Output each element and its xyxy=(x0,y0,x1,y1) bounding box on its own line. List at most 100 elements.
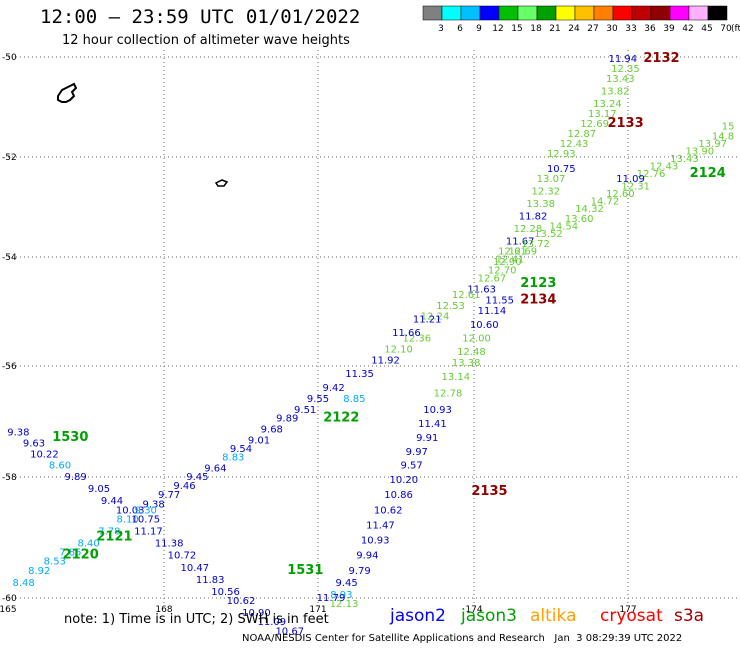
swh-value: 11.55 xyxy=(485,295,514,306)
legend-jason3: jason3 xyxy=(461,606,517,626)
swh-value: 12.93 xyxy=(547,149,576,160)
swh-value: 13.60 xyxy=(565,214,594,225)
legend-swatch xyxy=(498,5,519,21)
swh-value: 11.83 xyxy=(196,575,225,586)
lat-axis-label: -52 xyxy=(2,153,17,163)
legend-label: 33 xyxy=(625,24,636,34)
swh-value: 15 xyxy=(722,122,735,133)
swh-value: 9.55 xyxy=(307,394,329,405)
swh-value: 12.78 xyxy=(434,389,463,400)
legend-swatch xyxy=(669,5,690,21)
lon-axis-label: 171 xyxy=(309,605,326,615)
swh-value: 11.35 xyxy=(345,369,374,380)
legend-altika: altika xyxy=(530,606,577,626)
swh-value: 7.85 xyxy=(59,548,81,559)
lat-axis-label: -56 xyxy=(2,362,17,372)
credits-text: NOAA/NESDIS Center for Satellite Applica… xyxy=(242,633,683,644)
legend-jason2: jason2 xyxy=(390,606,446,626)
lat-axis-label: -58 xyxy=(2,473,17,483)
swh-value: 13.38 xyxy=(452,358,481,369)
lon-axis-label: 174 xyxy=(465,605,482,615)
swh-value: 9.64 xyxy=(204,463,226,474)
swh-value: 11.47 xyxy=(366,520,395,531)
swh-value: 12.67 xyxy=(478,274,507,285)
swh-value: 11.14 xyxy=(478,306,507,317)
swh-values: 11.9412.3513.4313.8213.2413.1712.6912.87… xyxy=(7,54,734,637)
swh-value: 9.57 xyxy=(400,461,422,472)
swh-value: 14.32 xyxy=(575,204,604,215)
track-label: 1531 xyxy=(287,563,323,578)
islands xyxy=(57,82,229,187)
legend-label: 24 xyxy=(568,24,580,34)
swh-value: 12.31 xyxy=(621,182,650,193)
swh-value: 9.30 xyxy=(135,505,157,516)
swh-value: 10.86 xyxy=(384,490,413,501)
swh-value: 9.38 xyxy=(7,427,29,438)
swh-value: 13.43 xyxy=(606,74,635,85)
swh-value: 9.05 xyxy=(88,484,110,495)
legend-swatch xyxy=(479,5,500,21)
swh-value: 13.90 xyxy=(686,147,715,158)
swh-value: 13.97 xyxy=(698,139,727,150)
swh-value: 10.67 xyxy=(275,626,304,637)
swh-value: 9.89 xyxy=(276,414,298,425)
swh-value: 12.53 xyxy=(436,301,465,312)
swh-value: 9.42 xyxy=(322,383,344,394)
map-subtitle: 12 hour collection of altimeter wave hei… xyxy=(62,33,350,48)
swh-value: 11.21 xyxy=(413,314,442,325)
lat-axis-label: -54 xyxy=(2,253,17,263)
legend-label: 39 xyxy=(663,24,675,34)
legend-unit: (ft) xyxy=(731,24,740,34)
legend-label: 18 xyxy=(530,24,542,34)
swh-value: 12.69 xyxy=(508,247,537,258)
swh-value: 11.09 xyxy=(616,174,645,185)
swh-value: 14.72 xyxy=(591,197,620,208)
swh-value: 13.43 xyxy=(670,154,699,165)
legend-swatch xyxy=(631,5,652,21)
legend-label: 36 xyxy=(644,24,656,34)
legend-label: 6 xyxy=(457,24,463,34)
swh-value: 10.20 xyxy=(389,475,418,486)
island-auckland xyxy=(57,82,78,103)
map-title: 12:00 – 23:59 UTC 01/01/2022 xyxy=(40,6,361,28)
swh-value: 9.63 xyxy=(23,438,45,449)
swh-value: 12.90 xyxy=(493,257,522,268)
swh-value: 8.83 xyxy=(222,452,244,463)
swh-value: 12.76 xyxy=(637,169,666,180)
swh-value: 13.24 xyxy=(593,99,622,110)
legend-swatch xyxy=(593,5,614,21)
track-label: 2120 xyxy=(63,548,99,563)
legend-label: 21 xyxy=(549,24,560,34)
swh-value: 9.38 xyxy=(142,499,164,510)
swh-value: 9.94 xyxy=(356,551,378,562)
swh-value: 12.28 xyxy=(514,224,543,235)
swh-value: 12.70 xyxy=(488,265,517,276)
swh-value: 12.61 xyxy=(452,290,481,301)
lon-axis-label: 168 xyxy=(155,605,172,615)
swh-value: 11.67 xyxy=(506,237,535,248)
swh-value: 9.44 xyxy=(101,496,123,507)
swh-value: 10.90 xyxy=(242,608,271,619)
swh-value: 11.66 xyxy=(392,328,421,339)
swh-value: 9.46 xyxy=(173,481,195,492)
track-label: 2134 xyxy=(520,292,556,307)
swh-value: 9.45 xyxy=(186,472,208,483)
swh-value: 12.32 xyxy=(532,187,561,198)
swh-value: 9.45 xyxy=(335,578,357,589)
lon-axis-label: 165 xyxy=(0,605,17,615)
note-text: note: 1) Time is in UTC; 2) SWH is in fe… xyxy=(64,612,329,627)
swh-value: 13.07 xyxy=(537,174,566,185)
swh-value: 12.60 xyxy=(606,189,635,200)
legend-label: 70 xyxy=(720,24,732,34)
swh-value: 13.17 xyxy=(588,109,617,120)
legend-swatch xyxy=(688,5,709,21)
swh-value: 8.53 xyxy=(44,557,66,568)
swh-value: 12.10 xyxy=(384,344,413,355)
swh-value: 10.22 xyxy=(30,450,59,461)
swh-value: 13.14 xyxy=(441,372,470,383)
swh-value: 11.09 xyxy=(257,617,286,628)
swh-value: 8.40 xyxy=(77,539,99,550)
swh-value: 14.54 xyxy=(550,222,579,233)
swh-value: 10.56 xyxy=(211,587,240,598)
